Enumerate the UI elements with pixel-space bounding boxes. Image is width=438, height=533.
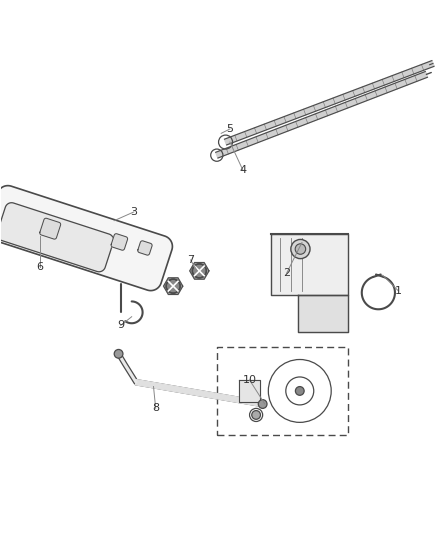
Circle shape bbox=[295, 244, 306, 254]
Circle shape bbox=[166, 279, 180, 293]
Polygon shape bbox=[111, 234, 127, 250]
Polygon shape bbox=[239, 380, 261, 402]
Polygon shape bbox=[40, 218, 60, 239]
Polygon shape bbox=[272, 234, 348, 295]
Text: 1: 1 bbox=[395, 286, 402, 295]
Text: 9: 9 bbox=[117, 320, 124, 330]
Text: 2: 2 bbox=[283, 268, 290, 278]
Circle shape bbox=[291, 239, 310, 259]
Polygon shape bbox=[0, 203, 113, 272]
Text: 6: 6 bbox=[36, 262, 43, 271]
Text: 4: 4 bbox=[240, 165, 247, 175]
Polygon shape bbox=[190, 263, 209, 279]
Polygon shape bbox=[216, 71, 427, 158]
Text: 10: 10 bbox=[243, 375, 257, 385]
Text: 8: 8 bbox=[152, 403, 159, 414]
Polygon shape bbox=[138, 241, 152, 255]
Text: 7: 7 bbox=[187, 255, 194, 265]
Circle shape bbox=[295, 386, 304, 395]
Circle shape bbox=[258, 400, 267, 408]
Text: 5: 5 bbox=[226, 124, 233, 134]
Circle shape bbox=[114, 350, 123, 358]
Polygon shape bbox=[224, 61, 434, 145]
Polygon shape bbox=[298, 295, 348, 332]
Polygon shape bbox=[0, 185, 173, 290]
Circle shape bbox=[252, 410, 261, 419]
Polygon shape bbox=[136, 379, 263, 407]
Circle shape bbox=[192, 264, 206, 278]
Text: 3: 3 bbox=[131, 207, 138, 217]
Polygon shape bbox=[163, 278, 183, 294]
